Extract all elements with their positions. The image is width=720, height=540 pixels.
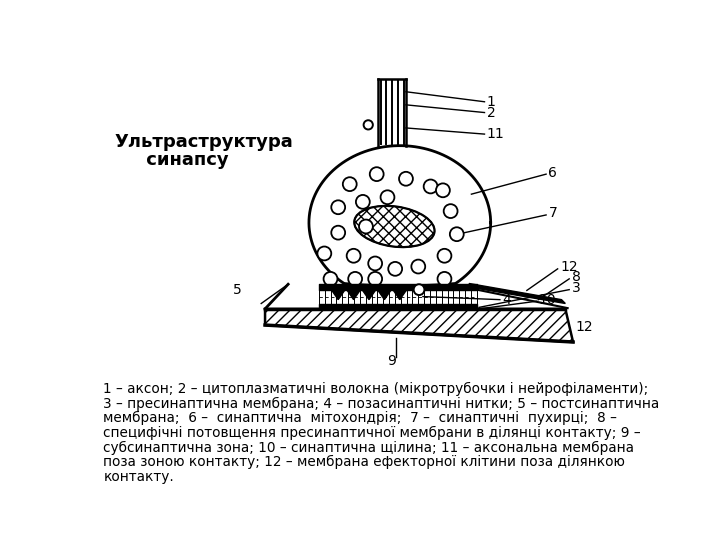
Text: мембрана;  6 –  синаптична  мітохондрія;  7 –  синаптичні  пухирці;  8 –: мембрана; 6 – синаптична мітохондрія; 7 …: [104, 411, 617, 426]
Text: синапсу: синапсу: [115, 151, 228, 169]
Circle shape: [438, 272, 451, 286]
Circle shape: [414, 284, 425, 295]
Text: поза зоною контакту; 12 – мембрана ефекторної клітини поза ділянкою: поза зоною контакту; 12 – мембрана ефект…: [104, 455, 625, 469]
Circle shape: [399, 172, 413, 186]
Circle shape: [331, 226, 345, 240]
Polygon shape: [377, 289, 392, 300]
Circle shape: [364, 120, 373, 130]
Circle shape: [388, 262, 402, 276]
Circle shape: [411, 260, 426, 273]
Polygon shape: [265, 309, 573, 342]
Circle shape: [436, 184, 450, 197]
Circle shape: [343, 177, 356, 191]
Text: 3: 3: [572, 281, 580, 295]
Text: 3 – пресинаптична мембрана; 4 – позасинаптичні нитки; 5 – постсинаптична: 3 – пресинаптична мембрана; 4 – позасина…: [104, 397, 660, 411]
Text: 8: 8: [572, 271, 580, 285]
Text: 2: 2: [487, 105, 495, 119]
Circle shape: [331, 200, 345, 214]
Text: 5: 5: [233, 284, 241, 298]
Circle shape: [359, 220, 373, 233]
Circle shape: [438, 249, 451, 262]
Circle shape: [346, 249, 361, 262]
Circle shape: [348, 272, 362, 286]
Circle shape: [356, 195, 370, 209]
Text: субсинаптична зона; 10 – синаптична щілина; 11 – аксональна мембрана: субсинаптична зона; 10 – синаптична щіли…: [104, 441, 634, 455]
Text: 9: 9: [387, 354, 395, 368]
Text: контакту.: контакту.: [104, 470, 174, 484]
Circle shape: [381, 190, 395, 204]
Text: специфічні потовщення пресинаптичної мембрани в ділянці контакту; 9 –: специфічні потовщення пресинаптичної мем…: [104, 426, 641, 440]
Text: 1: 1: [487, 94, 495, 109]
Polygon shape: [469, 284, 565, 303]
Text: 11: 11: [487, 127, 505, 141]
Circle shape: [450, 227, 464, 241]
Circle shape: [368, 272, 382, 286]
Text: 12: 12: [560, 260, 577, 274]
Text: 1 – аксон; 2 – цитоплазматичні волокна (мікротрубочки і нейрофіламенти);: 1 – аксон; 2 – цитоплазматичні волокна (…: [104, 382, 649, 396]
Circle shape: [368, 256, 382, 271]
Circle shape: [423, 179, 438, 193]
Circle shape: [318, 247, 331, 260]
Circle shape: [444, 204, 457, 218]
Text: 12: 12: [575, 320, 593, 334]
Text: 6: 6: [549, 166, 557, 180]
Text: 10: 10: [539, 293, 556, 307]
Ellipse shape: [354, 206, 435, 247]
Polygon shape: [346, 289, 361, 300]
Circle shape: [370, 167, 384, 181]
Polygon shape: [393, 289, 407, 300]
Text: 4: 4: [503, 293, 511, 307]
Text: Ультраструктура: Ультраструктура: [115, 132, 294, 151]
Circle shape: [323, 272, 338, 286]
Polygon shape: [362, 289, 376, 300]
Text: 7: 7: [549, 206, 557, 220]
Polygon shape: [331, 289, 345, 300]
